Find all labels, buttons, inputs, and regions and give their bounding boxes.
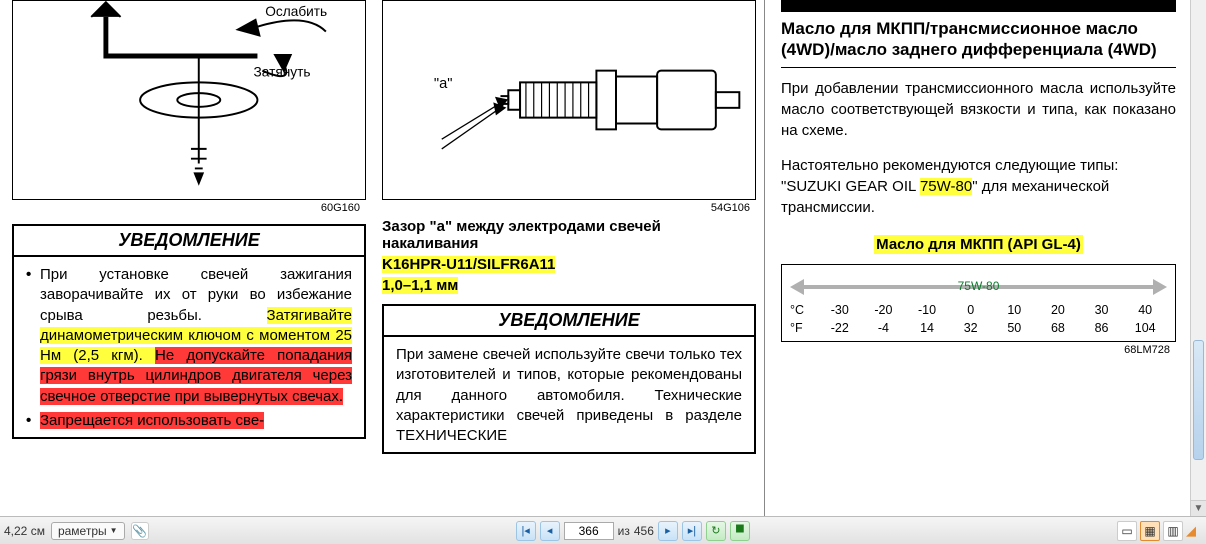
cursor-position: 4,22 см [4, 524, 45, 538]
highlight-forbidden: Запрещается использовать све- [40, 412, 264, 429]
plug-spec-model: K16HPR-U11/SILFR6A11 [382, 256, 555, 273]
label-loosen: Ослабить [265, 4, 327, 19]
label-tighten: Затянуть [254, 65, 311, 80]
viscosity-range-label: 75W-80 [958, 279, 1000, 293]
viscosity-chart-caption: 68LM728 [781, 344, 1176, 356]
nav-stop-icon[interactable]: ⯀ [730, 521, 750, 541]
params-dropdown[interactable]: раметры▼ [51, 522, 125, 540]
figure-sparkplug: "a" [382, 0, 756, 200]
notice-replace: УВЕДОМЛЕНИЕ При замене свечей используйт… [382, 304, 756, 454]
gap-dimension-label: "a" [434, 76, 453, 92]
attachment-icon[interactable]: 📎 [131, 522, 149, 540]
resize-grip-icon[interactable]: ◢ [1186, 523, 1196, 539]
page-separator: из [618, 524, 630, 538]
vertical-scrollbar[interactable]: ▼ [1190, 0, 1206, 516]
temp-row-celsius: °C -30 -20 -10 0 10 20 30 40 [790, 303, 1167, 317]
viscosity-chart: 75W-80 °C -30 -20 -10 0 10 20 30 40 °F -… [781, 264, 1176, 342]
scroll-down-icon[interactable]: ▼ [1191, 500, 1206, 516]
oil-para-1: При добавлении трансмиссионного масла ис… [781, 78, 1176, 141]
oil-para-2a: Настоятельно рекомендуются следующие тип… [781, 155, 1176, 176]
highlight-viscosity: 75W-80 [920, 178, 972, 195]
scroll-thumb[interactable] [1193, 340, 1204, 460]
highlight-gl4: Масло для МКПП (API GL-4) [874, 235, 1083, 254]
notice-bullet-1: При установке свечей зажигания заворачив… [40, 265, 352, 407]
notice-install: УВЕДОМЛЕНИЕ • При установке свечей зажиг… [12, 224, 366, 439]
view-mode-2-icon[interactable]: ▦ [1140, 521, 1160, 541]
section-bar [781, 0, 1176, 12]
nav-last-icon[interactable]: ▸| [682, 521, 702, 541]
page-navigator: |◂ ◂ из 456 ▸ ▸| ↻ ⯀ [149, 521, 1117, 541]
figure-wrench-caption: 60G160 [12, 202, 366, 214]
nav-refresh-icon[interactable]: ↻ [706, 521, 726, 541]
status-bar: 4,22 см раметры▼ 📎 |◂ ◂ из 456 ▸ ▸| ↻ ⯀ … [0, 516, 1206, 544]
nav-prev-icon[interactable]: ◂ [540, 521, 560, 541]
notice-replace-body: При замене свечей используйте свечи толь… [384, 337, 754, 452]
view-mode-1-icon[interactable]: ▭ [1117, 521, 1137, 541]
nav-first-icon[interactable]: |◂ [516, 521, 536, 541]
nav-next-icon[interactable]: ▸ [658, 521, 678, 541]
view-mode-3-icon[interactable]: ▥ [1163, 521, 1183, 541]
oil-heading: Масло для МКПП/трансмиссионное масло (4W… [781, 18, 1176, 61]
gap-heading: Зазор "а" между электродами свечей накал… [382, 218, 756, 252]
page-total: 456 [634, 524, 654, 538]
temp-row-fahrenheit: °F -22 -4 14 32 50 68 86 104 [790, 321, 1167, 335]
oil-para-2b: "SUZUKI GEAR OIL 75W-80" для механическо… [781, 176, 1176, 218]
notice-title-2: УВЕДОМЛЕНИЕ [384, 306, 754, 337]
figure-sparkplug-caption: 54G106 [382, 202, 756, 214]
page-number-input[interactable] [564, 522, 614, 540]
plug-spec-gap: 1,0–1,1 мм [382, 277, 458, 294]
figure-wrench: Ослабить Затянуть [12, 0, 366, 200]
notice-title: УВЕДОМЛЕНИЕ [14, 226, 364, 257]
